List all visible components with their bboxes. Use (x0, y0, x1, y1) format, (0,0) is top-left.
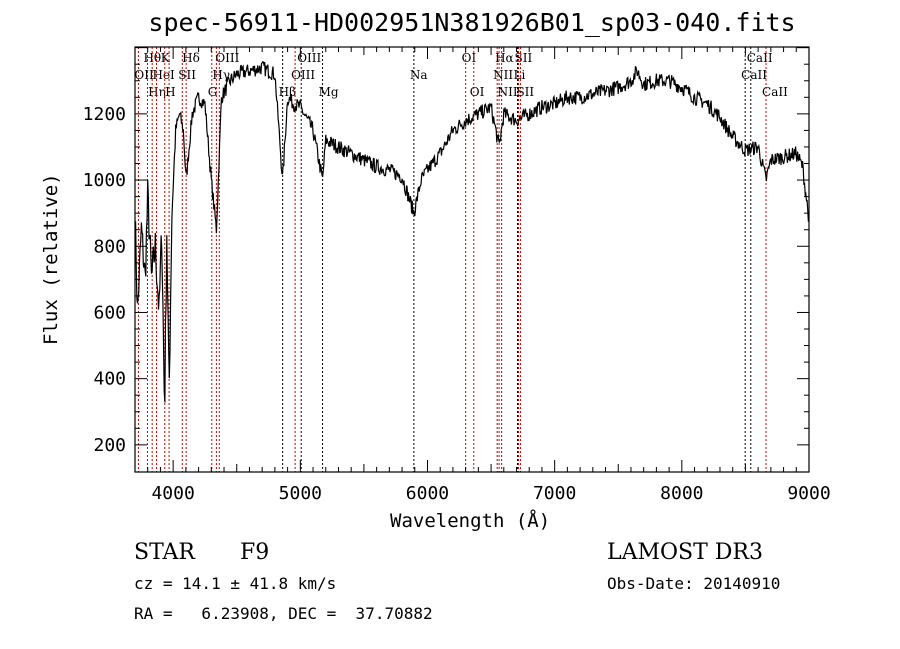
line-label-23: SII (516, 85, 534, 99)
line-label-24: CaII (741, 68, 767, 82)
line-label-17: OI (470, 85, 485, 99)
line-label-18: NII (493, 68, 513, 82)
line-label-10: OIII (215, 51, 239, 65)
y-tick-label: 1000 (83, 170, 126, 191)
survey-name: LAMOST DR3 (607, 540, 763, 565)
line-label-20: NII (498, 85, 518, 99)
line-label-5: H (165, 85, 175, 99)
line-label-1: Hθ (143, 51, 161, 65)
line-label-2: Hη (148, 85, 166, 99)
x-tick-label: 4000 (151, 483, 194, 504)
y-tick-label: 200 (93, 435, 126, 456)
x-axis-label: Wavelength (Å) (390, 510, 551, 532)
line-label-19: Hα (495, 51, 514, 65)
redshift-cz: cz = 14.1 ± 41.8 km/s (134, 574, 337, 593)
obs-date: Obs-Date: 20140910 (607, 574, 781, 593)
x-tick-label: 5000 (279, 483, 322, 504)
line-label-25: CaII (747, 51, 773, 65)
spectrum-line (134, 60, 810, 403)
line-label-7: Hδ (182, 51, 200, 65)
chart-title: spec-56911-HD002951N381926B01_sp03-040.f… (148, 8, 796, 37)
line-label-13: OIII (297, 51, 321, 65)
line-label-16: OI (462, 51, 477, 65)
y-tick-label: 1200 (83, 104, 126, 125)
y-axis-label: Flux (relative) (40, 173, 62, 345)
line-label-14: Mg (319, 85, 339, 99)
line-label-21: Li (514, 68, 526, 82)
line-label-11: Hβ (279, 85, 296, 99)
axes-frame (134, 46, 810, 473)
x-tick-label: 9000 (787, 483, 830, 504)
y-tick-label: 400 (93, 369, 126, 390)
object-subclass: F9 (240, 540, 270, 565)
line-label-6: SII (178, 68, 196, 82)
line-label-8: G (208, 85, 218, 99)
x-tick-label: 7000 (533, 483, 576, 504)
x-tick-label: 8000 (660, 483, 703, 504)
line-label-12: OIII (291, 68, 315, 82)
object-class: STAR (134, 540, 195, 565)
line-label-26: CaII (762, 85, 788, 99)
ra-dec: RA = 6.23908, DEC = 37.70882 (134, 604, 433, 623)
line-label-15: Na (410, 68, 428, 82)
y-tick-label: 800 (93, 236, 126, 257)
y-tick-label: 600 (93, 302, 126, 323)
line-label-9: Hγ (212, 68, 230, 82)
line-label-0: OII (134, 68, 154, 82)
line-label-22: SII (515, 51, 533, 65)
line-label-3: HeI (152, 68, 175, 82)
x-tick-label: 6000 (406, 483, 449, 504)
line-label-4: K (161, 51, 171, 65)
